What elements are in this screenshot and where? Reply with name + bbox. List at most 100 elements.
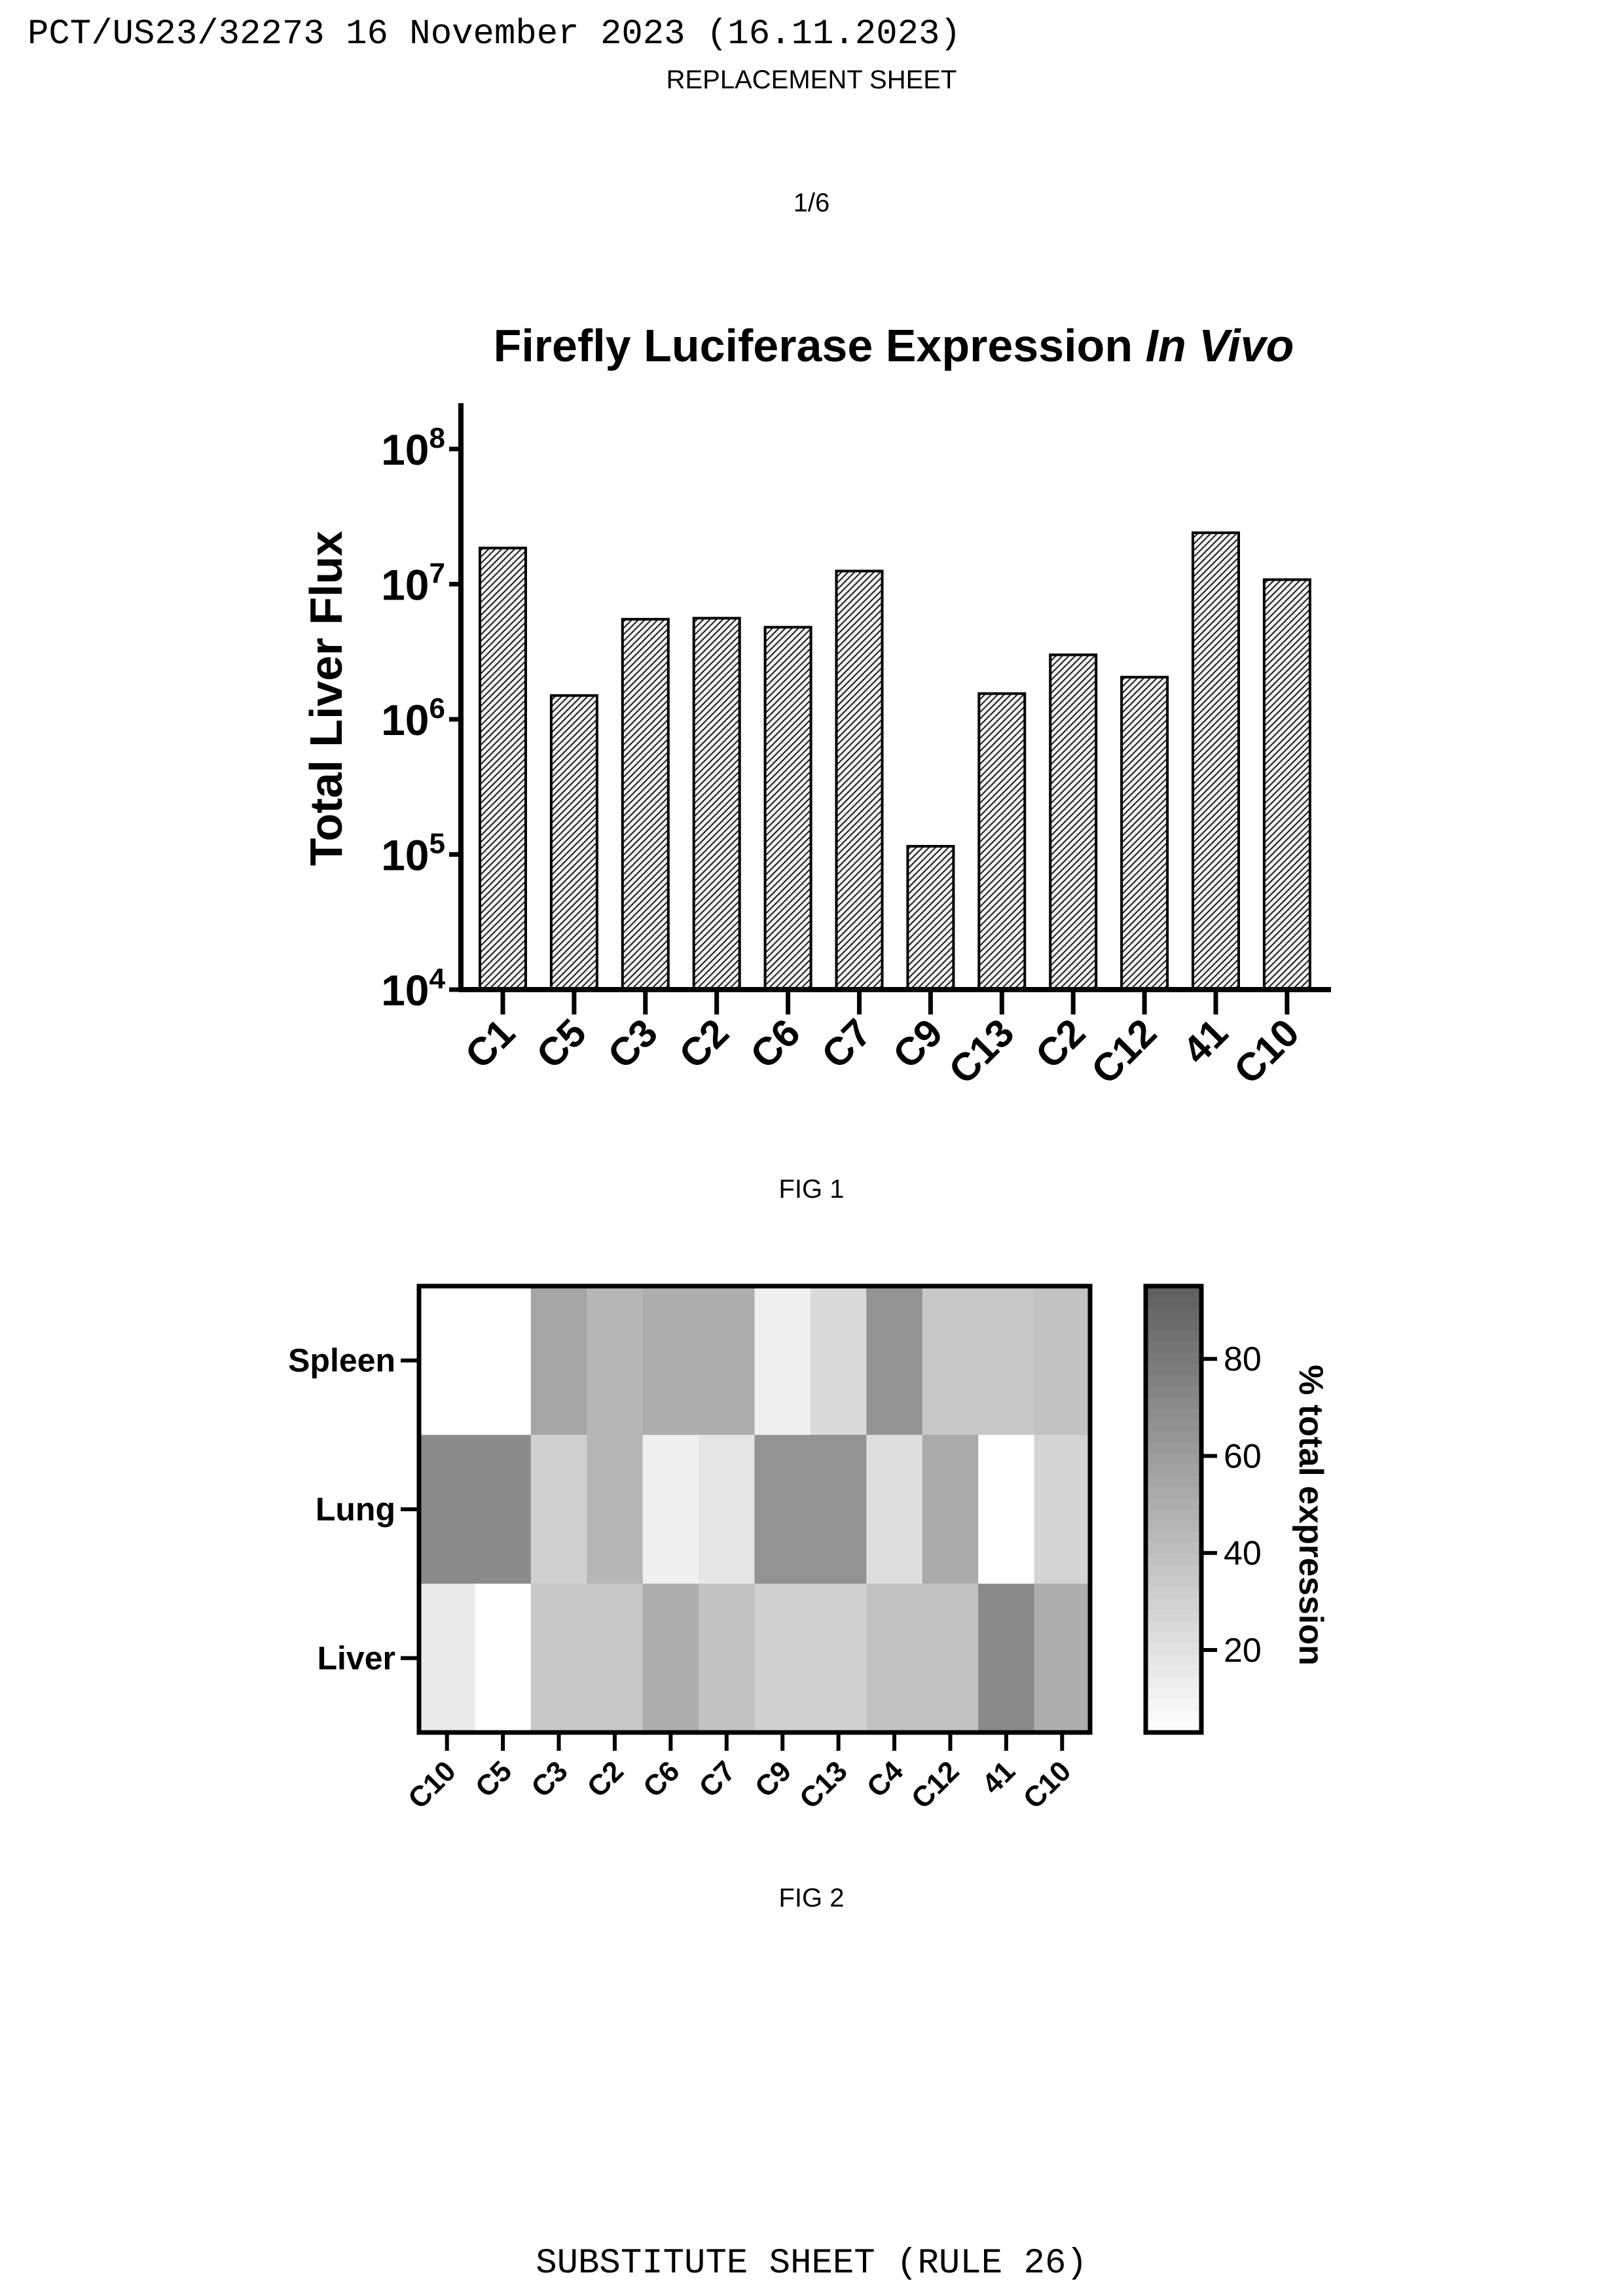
fig2-colorbar-segment — [1146, 1643, 1201, 1655]
fig2-colorbar-segment — [1146, 1487, 1201, 1499]
fig2-colorbar-segment — [1146, 1465, 1201, 1477]
fig2-colorbar-tick-label: 60 — [1224, 1437, 1262, 1475]
fig2-colorbar-segment — [1146, 1609, 1201, 1621]
fig1-x-tick-label: C9 — [884, 1011, 951, 1077]
fig1-y-tick-label: 105 — [381, 828, 445, 880]
fig2-cell — [866, 1435, 922, 1584]
fig2-cell — [755, 1286, 811, 1435]
fig1-x-tick-label: C2 — [1027, 1011, 1094, 1077]
fig1-x-ticks: C1C5C3C2C6C7C9C13C2C1241C10 — [457, 990, 1308, 1092]
fig2-colorbar-segment — [1146, 1443, 1201, 1454]
fig2-cell — [419, 1584, 475, 1733]
fig2-cell — [755, 1435, 811, 1584]
fig2-cell — [866, 1584, 922, 1733]
fig2-colorbar-tick-label: 80 — [1224, 1340, 1262, 1378]
fig2-cell — [922, 1584, 979, 1733]
fig1-bar — [1193, 533, 1239, 990]
fig2-colorbar-segment — [1146, 1364, 1201, 1376]
fig2-cell — [811, 1286, 867, 1435]
fig2-cell — [1034, 1435, 1091, 1584]
fig1-bar — [694, 618, 740, 990]
fig2-cells — [419, 1286, 1091, 1733]
fig2-cell — [811, 1435, 867, 1584]
fig2-cell — [866, 1286, 922, 1435]
fig2-col-label: C3 — [525, 1755, 574, 1803]
fig1-bars — [480, 533, 1310, 990]
fig1-y-tick-label: 107 — [381, 558, 445, 609]
fig2-colorbar-segment — [1146, 1699, 1201, 1711]
fig1-x-tick-label: C1 — [457, 1011, 524, 1077]
fig2-colorbar-segment — [1146, 1587, 1201, 1599]
fig2-colorbar-segment — [1146, 1710, 1201, 1722]
fig2-cell — [587, 1435, 643, 1584]
fig1-bar — [551, 696, 597, 990]
fig2-colorbar-segment — [1146, 1543, 1201, 1554]
fig1-bar — [1050, 655, 1096, 990]
fig1-title: Firefly Luciferase Expression In Vivo — [494, 320, 1294, 371]
fig2-heatmap: SpleenLungLiver C10C5C3C2C6C7C9C13C4C124… — [288, 1286, 1330, 1815]
fig1-x-tick-label: C3 — [599, 1011, 666, 1077]
fig2-col-label: C4 — [861, 1755, 910, 1804]
fig2-row-label: Spleen — [288, 1342, 395, 1379]
fig2-col-label: C10 — [1017, 1755, 1078, 1815]
fig2-cell — [643, 1435, 699, 1584]
fig1-bar — [623, 619, 668, 990]
fig1-x-tick-label: C6 — [742, 1011, 809, 1077]
figure-canvas: Firefly Luciferase Expression In Vivo To… — [0, 0, 1623, 2296]
fig2-colorbar-segment — [1146, 1331, 1201, 1342]
fig1-y-tick-label: 108 — [381, 422, 445, 474]
fig2-colorbar-segment — [1146, 1520, 1201, 1532]
fig1-bar — [765, 627, 811, 990]
fig2-cell — [531, 1435, 587, 1584]
fig1-bar — [1264, 580, 1310, 990]
fig2-caption: FIG 2 — [0, 1884, 1623, 1913]
fig2-cell — [475, 1286, 531, 1435]
fig2-colorbar-segment — [1146, 1532, 1201, 1543]
fig2-colorbar-segment — [1146, 1688, 1201, 1700]
fig2-colorbar-segment — [1146, 1386, 1201, 1398]
fig1-bar — [979, 694, 1025, 990]
fig2-cell — [978, 1584, 1034, 1733]
fig2-colorbar-segment — [1146, 1621, 1201, 1633]
fig1-x-tick-label: C5 — [528, 1011, 594, 1077]
fig2-colorbar-segment — [1146, 1297, 1201, 1309]
fig2-column-labels: C10C5C3C2C6C7C9C13C4C1241C10 — [402, 1732, 1077, 1815]
fig1-bar — [907, 846, 953, 990]
fig2-colorbar-segment — [1146, 1498, 1201, 1510]
fig2-cell — [531, 1584, 587, 1733]
fig2-cell — [1034, 1584, 1091, 1733]
fig2-col-label: C13 — [793, 1755, 854, 1815]
fig2-cell — [811, 1584, 867, 1733]
fig2-col-label: C2 — [581, 1755, 630, 1803]
fig2-cell — [699, 1286, 755, 1435]
fig2-cell — [922, 1435, 979, 1584]
fig2-cell — [755, 1584, 811, 1733]
fig1-bar — [1122, 677, 1167, 990]
fig2-col-label: C5 — [469, 1755, 518, 1803]
fig2-colorbar-segment — [1146, 1476, 1201, 1488]
fig2-cell — [587, 1286, 643, 1435]
fig2-row-label: Lung — [316, 1491, 395, 1528]
fig1-x-tick-label: C2 — [670, 1011, 737, 1077]
fig2-colorbar-segment — [1146, 1454, 1201, 1465]
fig2-colorbar-tick-label: 40 — [1224, 1535, 1262, 1573]
fig2-col-label: C12 — [905, 1755, 966, 1815]
fig2-cell — [922, 1286, 979, 1435]
fig2-colorbar-segment — [1146, 1598, 1201, 1610]
fig1-y-tick-label: 106 — [381, 692, 445, 744]
fig2-cell — [978, 1286, 1034, 1435]
fig2-colorbar-segment — [1146, 1554, 1201, 1566]
fig1-y-tick-label: 104 — [381, 963, 445, 1014]
fig2-cell — [475, 1584, 531, 1733]
fig2-col-label: 41 — [976, 1755, 1021, 1800]
fig2-colorbar-segment — [1146, 1655, 1201, 1666]
fig2-cell — [587, 1584, 643, 1733]
fig1-caption: FIG 1 — [0, 1175, 1623, 1204]
fig2-cell — [643, 1286, 699, 1435]
fig2-cell — [419, 1435, 475, 1584]
fig1-x-tick-label: C13 — [940, 1011, 1022, 1092]
fig2-colorbar-segment — [1146, 1666, 1201, 1677]
fig2-cell — [643, 1584, 699, 1733]
fig2-cell — [419, 1286, 475, 1435]
fig2-cell — [978, 1435, 1034, 1584]
